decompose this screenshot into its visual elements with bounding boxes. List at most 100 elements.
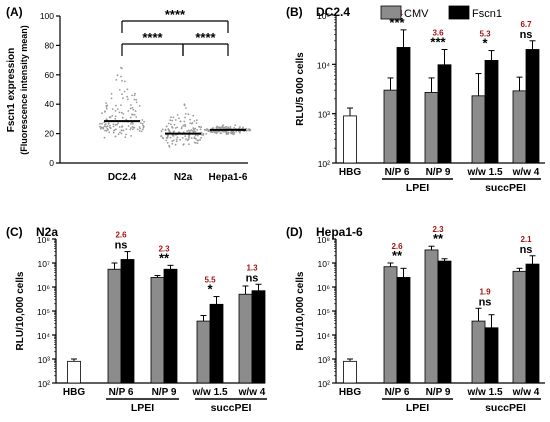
a-data-point [224,126,227,128]
a-data-point [110,92,113,95]
a-data-point [225,132,228,135]
d-y-tick-label: 10⁷ [317,259,330,269]
a-data-point [105,107,108,110]
d-x-tick-label: w/w 1.5 [466,387,502,398]
a-y-tick-label: 20 [45,129,55,139]
a-data-point [101,122,103,125]
a-data-point [232,133,235,136]
a-data-point [133,113,136,116]
d-y-tick-label: 10³ [318,355,330,365]
a-data-point [127,98,129,101]
c-bar-cmv [150,277,165,384]
legend-swatch-cmv [380,5,402,20]
panel-title-c: N2a [36,225,58,239]
a-data-point [197,134,199,137]
panel-title-b: DC2.4 [316,5,350,19]
a-data-point [142,125,145,128]
d-x-tick-label: w/w 4 [512,387,540,398]
a-data-point [124,80,126,83]
a-x-tick-label: N2a [174,172,193,183]
b-x-tick-label: N/P 6 [385,167,410,178]
a-data-point [140,122,142,124]
a-data-point [181,137,184,139]
a-data-point [246,129,249,132]
b-sig-label: ns [520,29,533,41]
panel-label-b: (B) [286,5,303,19]
a-data-point [103,125,106,128]
a-data-point [184,123,187,126]
a-data-point [233,131,236,134]
a-data-point [124,136,127,139]
a-data-point [222,124,224,127]
a-data-point [141,128,144,131]
a-data-point [115,79,118,81]
a-data-point [114,117,117,120]
a-data-point [118,111,121,114]
a-data-point [184,113,187,115]
a-data-point [215,126,218,129]
a-data-point [130,135,133,137]
a-data-point [114,110,117,112]
a-data-point [172,139,175,142]
c-y-tick-label: 10⁷ [37,259,50,269]
a-data-point [112,131,115,134]
a-data-point [130,104,132,106]
a-data-point [233,127,236,129]
a-data-point [230,130,233,133]
a-data-point [121,116,124,119]
a-data-point [120,104,122,106]
a-data-point [168,146,171,148]
a-data-point [111,114,114,117]
d-bar-fscn1 [525,263,540,384]
a-data-point [170,123,172,126]
a-data-point [199,128,202,131]
a-data-point [110,97,113,100]
a-data-point [104,111,106,113]
a-data-point [239,126,241,128]
a-data-point [125,128,128,131]
a-data-point [195,122,198,124]
a-data-point [105,106,108,108]
a-data-point [172,134,175,137]
d-fold-change: 2.1 [520,235,532,244]
a-data-point [131,126,134,128]
a-data-point [120,132,123,135]
d-y-tick-label: 10⁵ [317,307,330,317]
a-data-point [133,94,136,97]
c-bar-fscn1 [163,268,178,384]
a-data-point [183,103,186,106]
a-data-point [185,107,187,109]
a-data-point [176,136,179,139]
b-bar-hbg [343,115,357,164]
b-bar-fscn1 [396,47,411,164]
a-data-point [224,130,227,133]
b-fold-change: 6.7 [520,20,532,29]
a-data-point [135,98,138,101]
a-data-point [187,113,190,116]
a-data-point [193,136,196,139]
a-data-point [205,133,208,135]
a-data-point [191,129,194,132]
a-data-point [122,97,124,100]
a-data-point [180,127,183,130]
d-bar-fscn1 [484,327,499,384]
b-y-tick-label: 10² [318,159,330,169]
a-data-point [160,130,163,133]
a-data-point [131,94,133,97]
a-data-point [222,126,224,129]
a-data-point [195,119,198,122]
a-data-point [192,114,195,117]
a-data-point [216,126,219,128]
d-sig-label: ns [479,296,492,308]
a-data-point [179,120,182,123]
c-bar-fscn1 [120,259,135,384]
a-data-point [141,122,144,125]
d-group-label: LPEI [406,402,429,414]
a-data-point [132,113,134,116]
d-y-tick-label: 10⁴ [317,331,330,341]
a-data-point [130,123,132,125]
a-data-point [193,120,196,122]
a-data-point [205,128,208,131]
a-data-point [105,129,108,132]
c-x-tick-label: w/w 1.5 [191,387,227,398]
